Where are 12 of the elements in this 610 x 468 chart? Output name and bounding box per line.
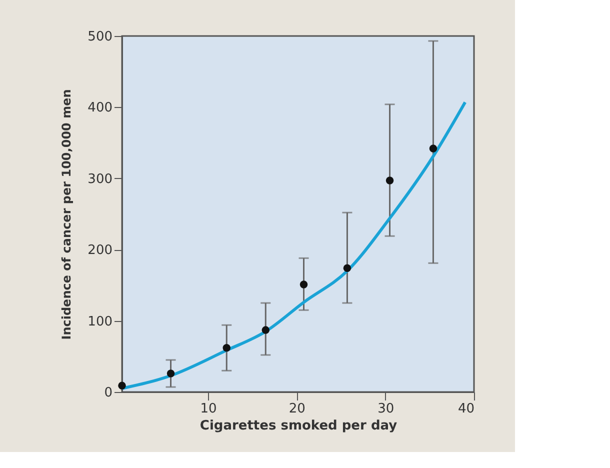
x-axis-title: Cigarettes smoked per day (200, 418, 398, 434)
y-tick-label: 100 (88, 314, 112, 330)
x-tick-label: 40 (458, 402, 474, 416)
x-tick-label: 10 (200, 402, 217, 416)
x-tick-label: 20 (288, 402, 306, 416)
y-tick-label: 0 (104, 386, 112, 400)
y-tick-label: 400 (88, 100, 112, 116)
y-tick-label: 500 (88, 30, 112, 44)
x-tick-label: 30 (378, 402, 394, 416)
y-axis-title: Incidence of cancer per 100,000 men (60, 89, 74, 340)
y-tick-label: 300 (88, 172, 112, 187)
y-tick-label: 200 (88, 243, 112, 258)
